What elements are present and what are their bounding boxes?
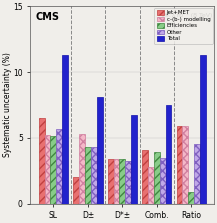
- Bar: [62, 55, 68, 204]
- Bar: [73, 177, 79, 204]
- Bar: [79, 134, 85, 204]
- Bar: [119, 159, 125, 204]
- Bar: [51, 136, 56, 204]
- Bar: [125, 161, 131, 204]
- Bar: [154, 152, 160, 204]
- Y-axis label: Systematic uncertainty (%): Systematic uncertainty (%): [3, 52, 12, 157]
- Text: 19.7 fb⁻¹ (8 TeV): 19.7 fb⁻¹ (8 TeV): [161, 12, 212, 18]
- Bar: [148, 167, 154, 204]
- Bar: [108, 159, 113, 204]
- Bar: [56, 129, 62, 204]
- Bar: [91, 147, 97, 204]
- Legend: Jet+MET, c-(b-) modelling, Efficiencies, Other, Total: Jet+MET, c-(b-) modelling, Efficiencies,…: [154, 8, 213, 44]
- Bar: [97, 97, 102, 204]
- Bar: [194, 144, 200, 204]
- Text: CMS: CMS: [36, 12, 60, 22]
- Bar: [113, 159, 119, 204]
- Bar: [188, 192, 194, 204]
- Bar: [45, 135, 51, 204]
- Bar: [166, 105, 171, 204]
- Bar: [182, 126, 188, 204]
- Bar: [160, 157, 166, 204]
- Bar: [200, 55, 206, 204]
- Bar: [142, 150, 148, 204]
- Bar: [85, 147, 91, 204]
- Bar: [177, 126, 182, 204]
- Bar: [39, 118, 45, 204]
- Bar: [131, 116, 137, 204]
